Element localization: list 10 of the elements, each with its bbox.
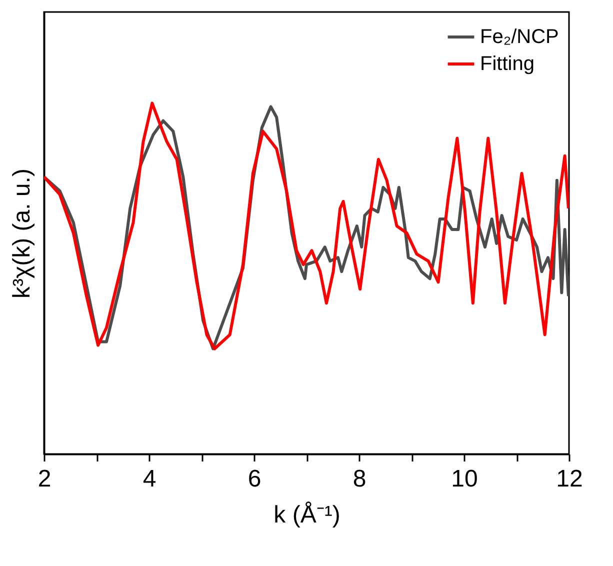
legend-label: Fe₂/NCP bbox=[480, 26, 559, 48]
x-tick-label: 12 bbox=[556, 466, 583, 492]
legend-label: Fitting bbox=[480, 53, 534, 75]
x-tick-label: 4 bbox=[142, 466, 156, 492]
x-tick-label: 2 bbox=[38, 466, 52, 492]
x-tick-label: 10 bbox=[451, 466, 478, 492]
x-axis-title: k (Å⁻¹) bbox=[274, 502, 340, 528]
x-tick-label: 6 bbox=[248, 466, 262, 492]
y-axis-title: k³χ(k) (a. u.) bbox=[8, 168, 36, 298]
x-tick-label: 8 bbox=[352, 466, 366, 492]
